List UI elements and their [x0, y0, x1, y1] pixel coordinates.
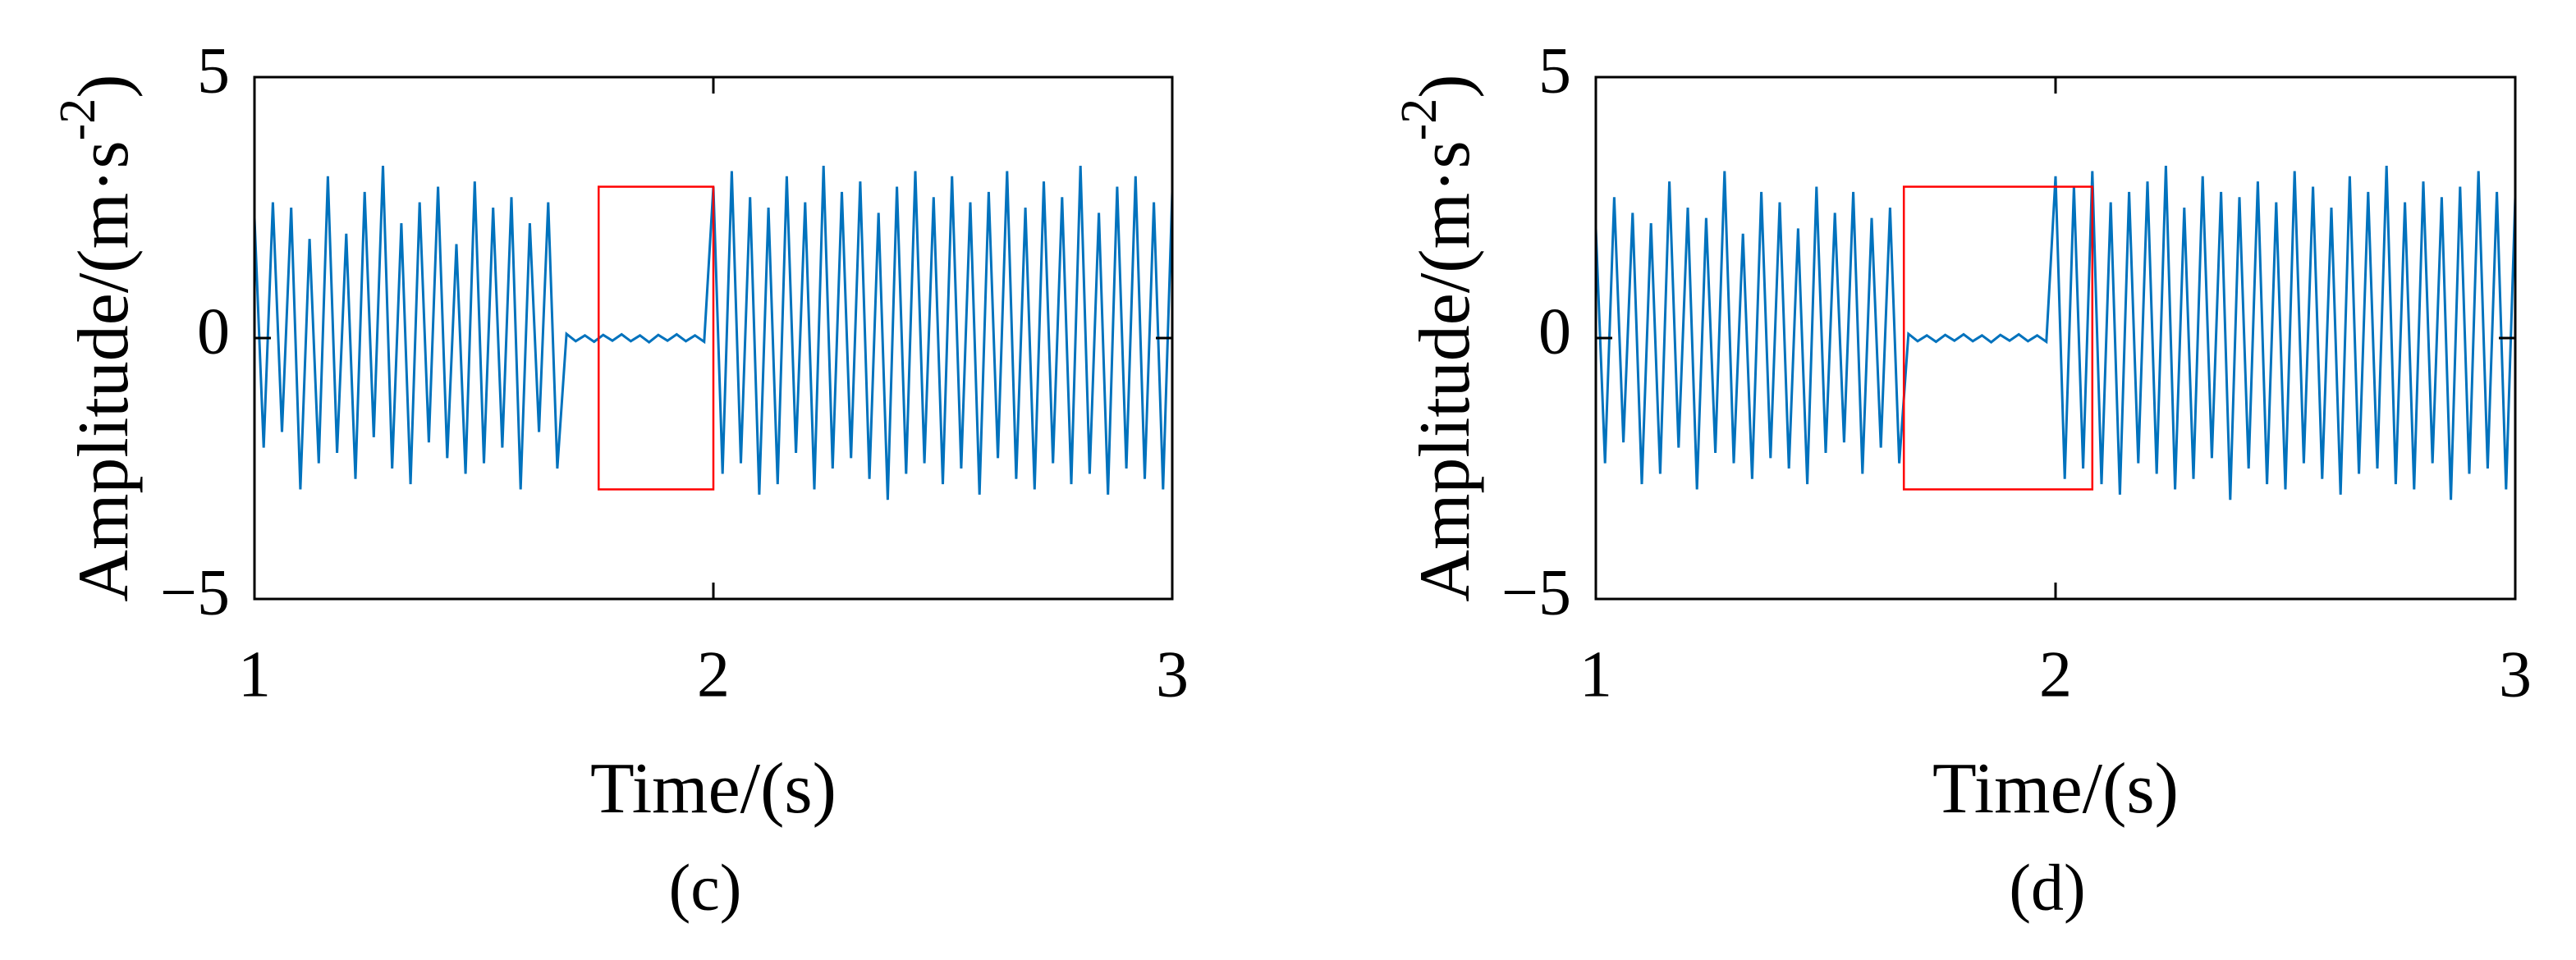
x-axis-label: Time/(s): [590, 749, 837, 829]
subplot: 1 2 3 −5 0 5 Time/(s) Amplitude/(m·s-2) (c): [50, 34, 1189, 924]
x-tick-label: 1: [1579, 638, 1612, 711]
y-tick-label: −5: [1501, 556, 1571, 629]
x-axis-label: Time/(s): [1932, 749, 2179, 829]
x-tick-label: 2: [2039, 638, 2072, 711]
subplot-caption: (c): [669, 852, 742, 924]
y-tick-label: 0: [197, 295, 230, 368]
y-axis-label: Amplitude/(m·s-2): [1391, 74, 1485, 601]
y-tick-label: 0: [1538, 295, 1571, 368]
x-tick-label: 2: [697, 638, 730, 711]
y-label-end: ): [1405, 74, 1485, 98]
x-tick-label: 1: [238, 638, 271, 711]
y-axis-label: Amplitude/(m·s-2): [50, 74, 144, 601]
y-tick-label: −5: [160, 556, 230, 629]
highlight-box: [598, 185, 715, 491]
y-tick-label: 5: [1538, 34, 1571, 107]
y-label-end: ): [64, 74, 144, 98]
signal-line: [1596, 166, 2515, 501]
x-tick-label: 3: [1156, 638, 1189, 711]
axes-frame: [1594, 75, 2517, 601]
y-label-main: Amplitude/(m·s: [64, 140, 144, 601]
plot-area: [1596, 166, 2515, 501]
x-tick-label: 3: [2499, 638, 2532, 711]
highlight-box: [1902, 185, 2094, 491]
y-label-main: Amplitude/(m·s: [1405, 140, 1485, 601]
y-tick-label: 5: [197, 34, 230, 107]
subplot-caption: (d): [2009, 852, 2085, 924]
y-label-sup: -2: [50, 98, 106, 141]
subplot: 1 2 3 −5 0 5 Time/(s) Amplitude/(m·s-2) (d): [1391, 34, 2532, 924]
y-label-sup: -2: [1391, 98, 1447, 141]
